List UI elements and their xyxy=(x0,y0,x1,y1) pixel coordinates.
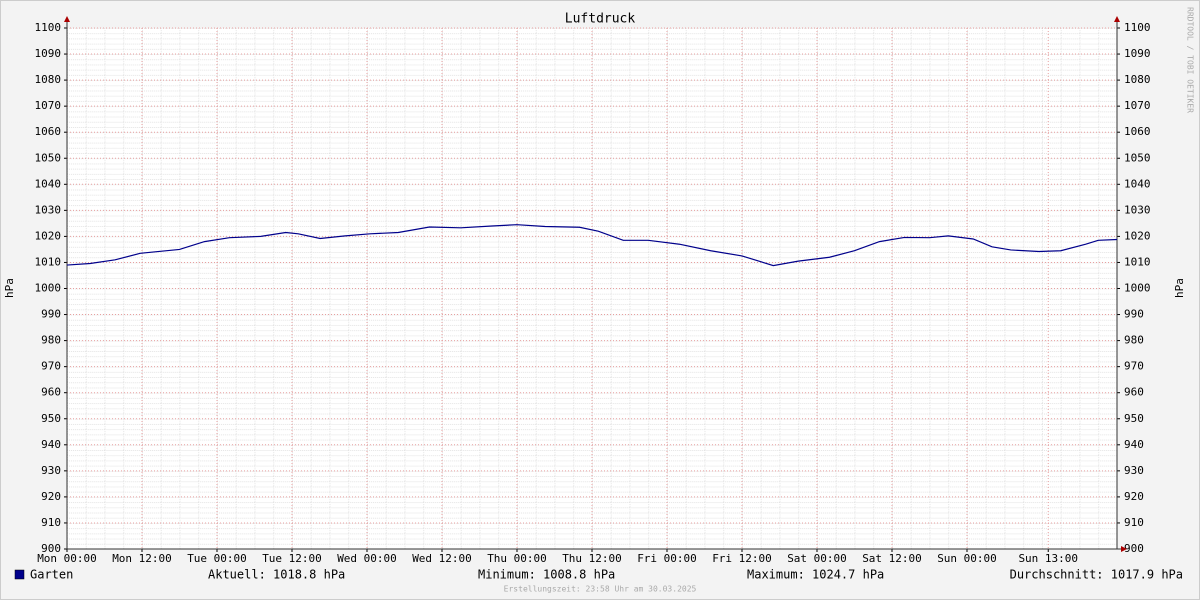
y-tick-label: 910 xyxy=(41,516,61,529)
y-tick-label: 1080 xyxy=(35,73,62,86)
y2-tick-label: 1020 xyxy=(1124,229,1151,242)
stat-label: Maximum: 1024.7 hPa xyxy=(747,568,884,582)
y2-tick-label: 960 xyxy=(1124,386,1144,399)
y2-tick-label: 980 xyxy=(1124,334,1144,347)
y-tick-label: 1060 xyxy=(35,125,62,138)
x-tick-label: Fri 12:00 xyxy=(712,552,772,565)
chart-title: Luftdruck xyxy=(565,12,636,27)
y2-tick-label: 1060 xyxy=(1124,125,1151,138)
y-tick-label: 1010 xyxy=(35,255,62,268)
plot-layer: 900 900 910 910 920 920 930 930 940 940 950 950 960 9… xyxy=(14,16,1183,582)
x-tick-label: Tue 12:00 xyxy=(262,552,322,565)
y2-tick-label: 900 xyxy=(1124,542,1144,555)
y-tick-label: 900 xyxy=(41,542,61,555)
y2-tick-label: 930 xyxy=(1124,464,1144,477)
legend-label: Garten xyxy=(30,568,73,582)
y-tick-label: 970 xyxy=(41,360,61,373)
y-tick-label: 930 xyxy=(41,464,61,477)
y2-tick-label: 1030 xyxy=(1124,203,1151,216)
stat-label: Aktuell: 1018.8 hPa xyxy=(208,568,345,582)
watermark: RRDTOOL / TOBI OETIKER xyxy=(1186,7,1195,113)
x-tick-label: Mon 00:00 xyxy=(37,552,97,565)
y-tick-label: 920 xyxy=(41,490,61,503)
x-tick-label: Thu 00:00 xyxy=(487,552,547,565)
x-tick-label: Sat 00:00 xyxy=(787,552,847,565)
y2-tick-label: 990 xyxy=(1124,308,1144,321)
stat-label: Minimum: 1008.8 hPa xyxy=(478,568,615,582)
y-tick-label: 1040 xyxy=(35,177,62,190)
x-tick-label: Sun 13:00 xyxy=(1018,552,1078,565)
y-tick-label: 1050 xyxy=(35,151,62,164)
y-tick-label: 980 xyxy=(41,334,61,347)
y2-tick-label: 1100 xyxy=(1124,21,1151,34)
y-tick-label: 990 xyxy=(41,308,61,321)
y2-tick-label: 1070 xyxy=(1124,99,1151,112)
x-tick-label: Thu 12:00 xyxy=(562,552,622,565)
x-tick-label: Sun 00:00 xyxy=(937,552,997,565)
y-tick-label: 960 xyxy=(41,386,61,399)
y-axis-label: hPa xyxy=(3,278,16,298)
footer: Erstellungszeit: 23:58 Uhr am 30.03.2025 xyxy=(504,585,697,594)
x-tick-label: Sat 12:00 xyxy=(862,552,922,565)
y-tick-label: 1000 xyxy=(35,282,62,295)
y-tick-label: 1020 xyxy=(35,229,62,242)
y2-tick-label: 920 xyxy=(1124,490,1144,503)
y2-tick-label: 1000 xyxy=(1124,282,1151,295)
legend-swatch xyxy=(14,569,25,580)
y2-tick-label: 950 xyxy=(1124,412,1144,425)
x-tick-label: Wed 00:00 xyxy=(337,552,397,565)
y2-tick-label: 1010 xyxy=(1124,255,1151,268)
data-line xyxy=(66,224,1118,267)
axis-arrow xyxy=(1121,546,1127,552)
y2-axis-label: hPa xyxy=(1173,278,1186,298)
axis-arrow xyxy=(1114,16,1120,22)
stat-label: Durchschnitt: 1017.9 hPa xyxy=(1010,568,1183,582)
y-tick-label: 950 xyxy=(41,412,61,425)
y2-tick-label: 1050 xyxy=(1124,151,1151,164)
y2-tick-label: 1040 xyxy=(1124,177,1151,190)
axis-arrow xyxy=(64,16,70,22)
y2-tick-label: 910 xyxy=(1124,516,1144,529)
y2-tick-label: 940 xyxy=(1124,438,1144,451)
y-tick-label: 1090 xyxy=(35,47,62,60)
x-tick-label: Tue 00:00 xyxy=(187,552,247,565)
x-tick-label: Fri 00:00 xyxy=(637,552,697,565)
y2-tick-label: 970 xyxy=(1124,360,1144,373)
x-tick-label: Mon 12:00 xyxy=(112,552,172,565)
y2-tick-label: 1080 xyxy=(1124,73,1151,86)
y-tick-label: 1030 xyxy=(35,203,62,216)
x-tick-label: Wed 12:00 xyxy=(412,552,472,565)
y-tick-label: 1100 xyxy=(35,21,62,34)
y2-tick-label: 1090 xyxy=(1124,47,1151,60)
y-tick-label: 1070 xyxy=(35,99,62,112)
y-tick-label: 940 xyxy=(41,438,61,451)
